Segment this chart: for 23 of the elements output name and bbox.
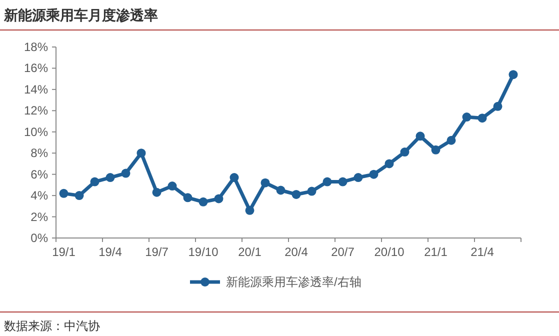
xtick: 19/7 xyxy=(145,245,168,259)
xtick: 19/4 xyxy=(98,245,122,259)
ytick: 0% xyxy=(30,231,48,245)
xtick: 20/4 xyxy=(284,245,308,259)
annotation: 数据来源：中汽协 xyxy=(4,319,100,333)
xtick: 21/4 xyxy=(470,245,494,259)
xtick: 20/10 xyxy=(374,245,404,259)
ytick: 6% xyxy=(30,167,48,182)
ytick: 8% xyxy=(30,146,48,160)
ytick: 4% xyxy=(30,188,48,203)
xtick: 20/7 xyxy=(331,245,354,259)
ytick: 12% xyxy=(24,104,48,118)
ytick: 2% xyxy=(30,210,48,224)
legend: 新能源乘用车渗透率/右轴 xyxy=(226,275,362,289)
title: 新能源乘用车月度渗透率 xyxy=(4,7,158,23)
xtick: 20/1 xyxy=(238,245,262,259)
ytick: 10% xyxy=(24,124,48,139)
xtick: 21/1 xyxy=(424,245,448,259)
xtick: 19/10 xyxy=(188,245,218,259)
ytick: 18% xyxy=(24,40,48,54)
xtick: 19/1 xyxy=(52,245,76,259)
ytick: 14% xyxy=(24,82,48,96)
ytick: 16% xyxy=(24,61,48,76)
